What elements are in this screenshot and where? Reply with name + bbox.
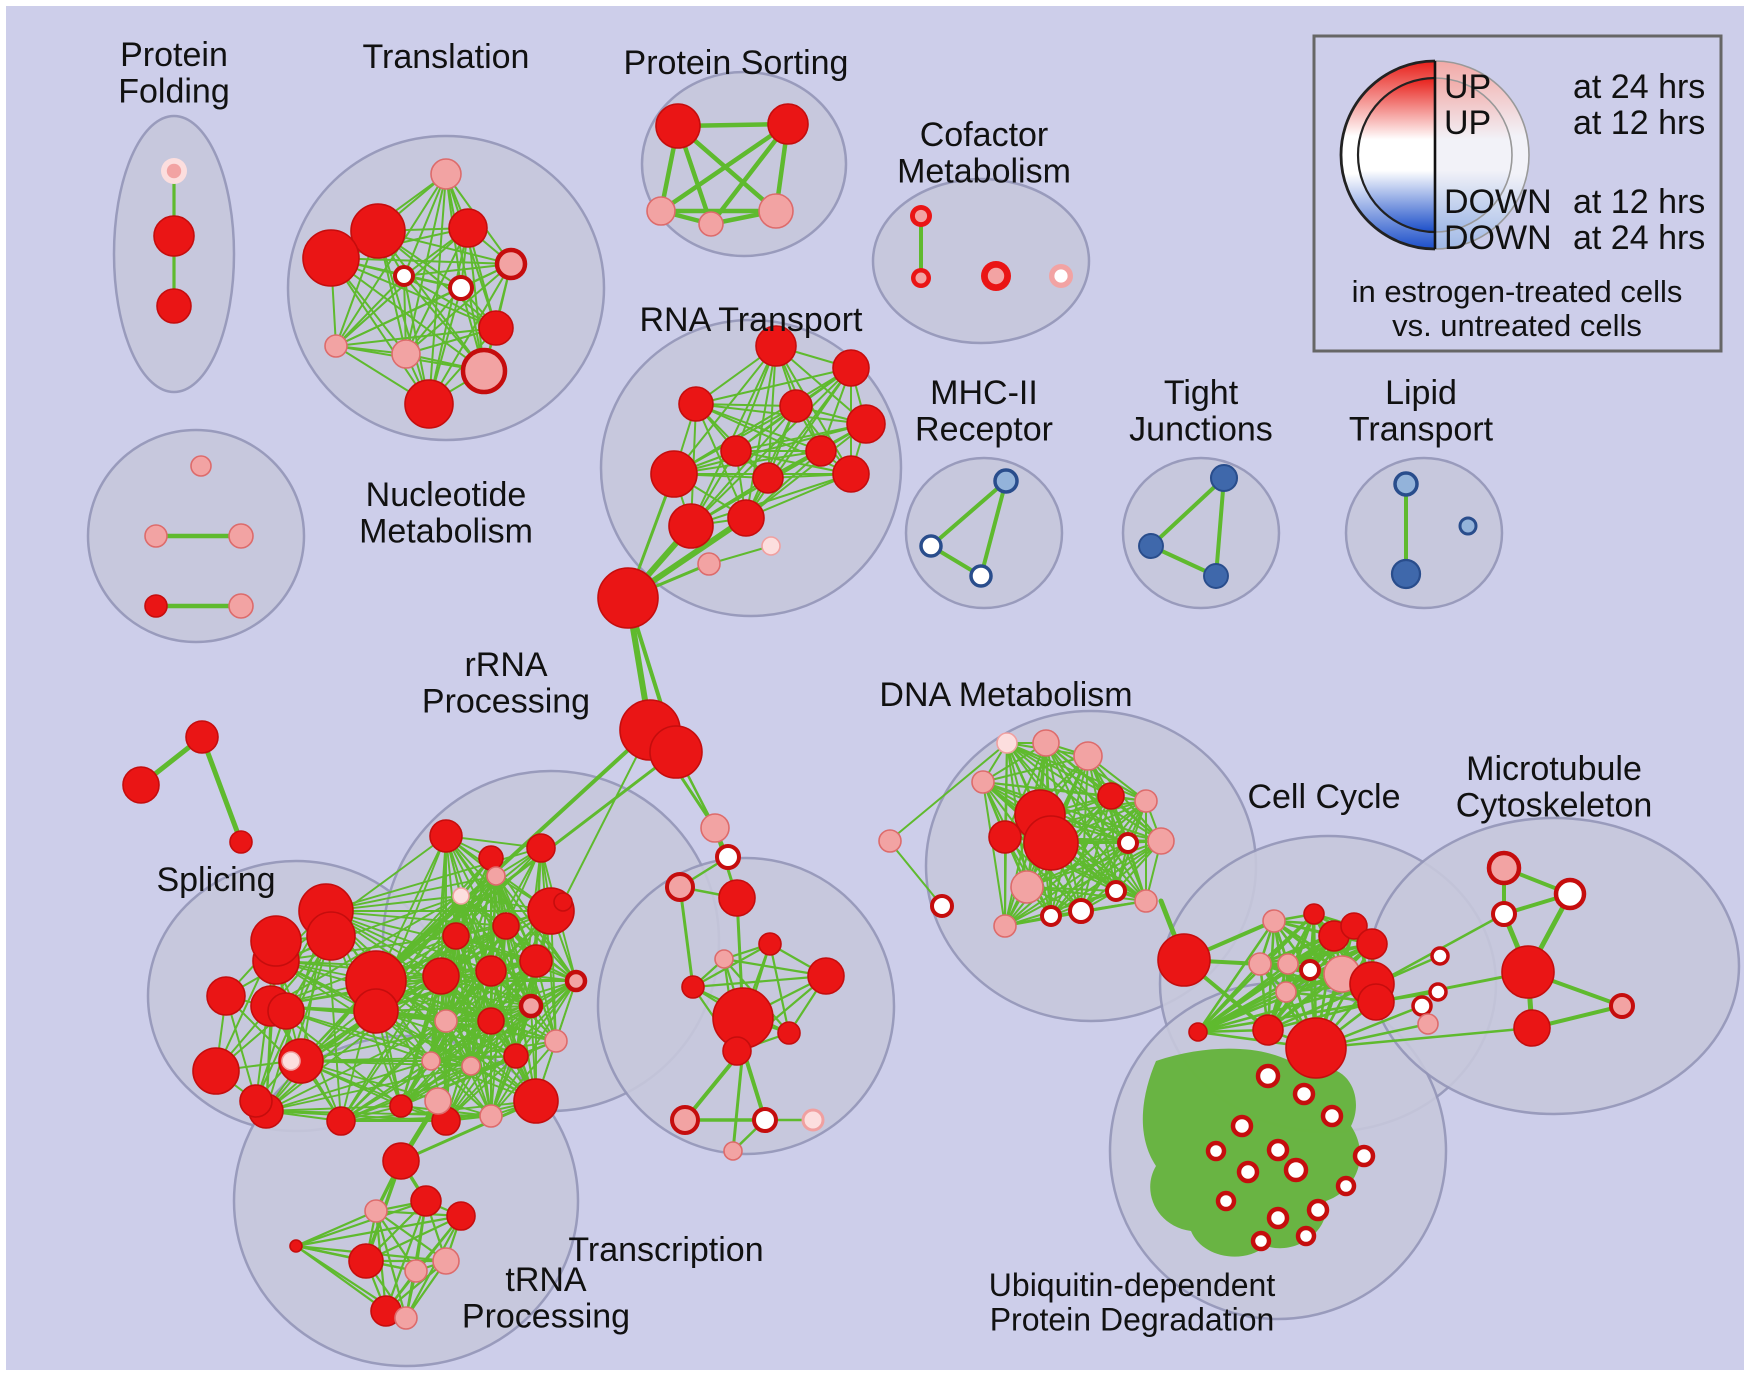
svg-text:UP: UP [1444,68,1491,106]
svg-text:DOWN: DOWN [1444,183,1552,221]
svg-text:at 12 hrs: at 12 hrs [1573,104,1705,142]
svg-text:Protein Sorting: Protein Sorting [624,44,849,82]
svg-text:at 12 hrs: at 12 hrs [1573,183,1705,221]
svg-text:at 24 hrs: at 24 hrs [1573,219,1705,257]
svg-text:UP: UP [1444,104,1491,142]
svg-text:Splicing: Splicing [156,861,275,899]
svg-text:at 24 hrs: at 24 hrs [1573,68,1705,106]
svg-text:Transcription: Transcription [568,1231,763,1269]
svg-text:DOWN: DOWN [1444,219,1552,257]
svg-text:DNA Metabolism: DNA Metabolism [879,676,1132,714]
svg-text:RNA Transport: RNA Transport [640,301,864,339]
svg-text:Translation: Translation [363,38,530,76]
svg-text:in estrogen-treated cells: in estrogen-treated cells [1352,274,1683,309]
svg-text:Cell Cycle: Cell Cycle [1247,778,1400,816]
svg-text:vs. untreated cells: vs. untreated cells [1392,308,1642,343]
